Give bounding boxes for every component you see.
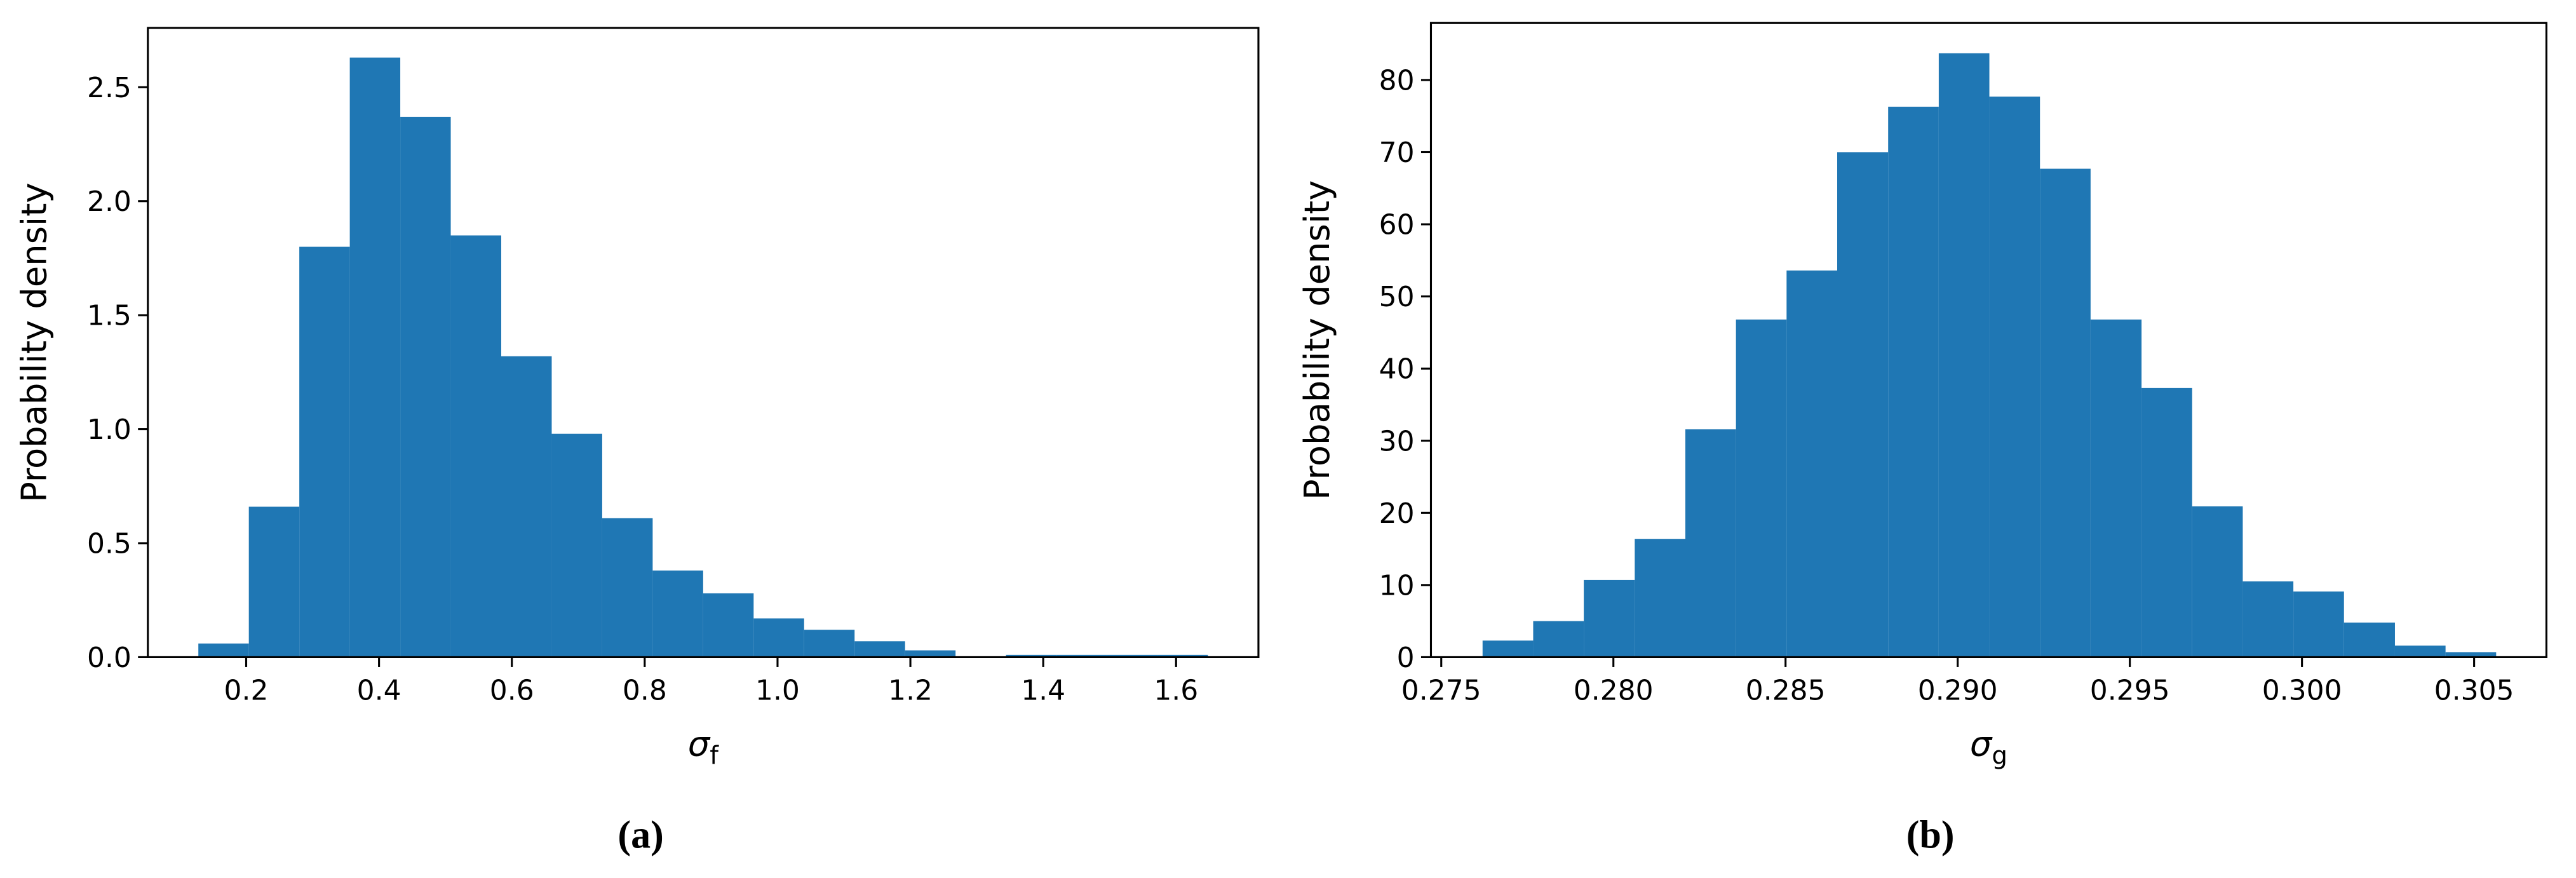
bar: [2394, 645, 2446, 658]
y-axis-label: Probability density: [1297, 180, 1337, 500]
bar: [1482, 640, 1534, 658]
y-tick-label: 2.5: [87, 72, 131, 104]
x-axis-label: σg: [1970, 724, 2007, 771]
x-tick-label: 1.2: [888, 675, 933, 707]
bar: [551, 433, 602, 658]
x-tick-label: 0.275: [1401, 675, 1481, 707]
bar: [1685, 429, 1736, 658]
x-tick-label: 1.6: [1154, 675, 1198, 707]
bar: [299, 247, 350, 658]
bar: [2141, 388, 2192, 658]
bar: [2192, 506, 2243, 658]
bar: [1056, 654, 1107, 658]
bar: [2445, 652, 2497, 658]
y-tick-label: 60: [1379, 209, 1415, 241]
bar: [2343, 622, 2395, 658]
bar: [1533, 621, 1584, 658]
x-tick-label: 0.6: [490, 675, 534, 707]
bar: [1736, 319, 1787, 658]
y-tick-label: 30: [1379, 425, 1415, 457]
bar: [1006, 654, 1057, 658]
caption: (b): [1906, 813, 1955, 856]
bar: [2242, 581, 2294, 658]
bar: [854, 641, 905, 658]
panel: 0.2 0.4 0.6 0.8 1.0 1.2 1.4 1.6 0.0 0.5 1.0 1.5 2.0 2…: [14, 27, 1260, 856]
bar: [2090, 319, 2142, 658]
y-tick-label: 50: [1379, 281, 1415, 313]
y-tick-label: 2.0: [87, 186, 131, 218]
x-tick-label: 0.8: [623, 675, 667, 707]
x-axis-subscript: g: [1992, 742, 2007, 771]
bar: [349, 57, 401, 658]
bar: [450, 235, 502, 658]
y-tick-label: 0.0: [87, 642, 131, 674]
bar: [1837, 152, 1889, 658]
plot-frame: [1429, 22, 2547, 658]
x-axis-symbol: σ: [1970, 724, 1993, 764]
bar: [1989, 97, 2040, 658]
bar: [501, 356, 552, 658]
x-tick-label: 0.280: [1574, 675, 1654, 707]
caption: (a): [617, 813, 663, 856]
plot-frame: [147, 27, 1260, 658]
x-tick-label: 0.4: [357, 675, 401, 707]
y-tick-label: 0: [1397, 642, 1415, 674]
x-axis-label: σf: [688, 724, 719, 771]
bar: [804, 630, 855, 658]
y-tick-label: 1.0: [87, 414, 131, 446]
bar: [248, 506, 300, 658]
bar: [602, 518, 653, 658]
x-tick-label: 0.290: [1918, 675, 1998, 707]
x-tick-label: 0.2: [224, 675, 269, 707]
x-tick-label: 0.295: [2090, 675, 2170, 707]
bar: [703, 593, 754, 658]
x-axis-subscript: f: [710, 742, 719, 771]
y-tick-label: 20: [1379, 497, 1415, 530]
y-tick-label: 70: [1379, 137, 1415, 169]
bar: [400, 116, 451, 658]
bar: [1635, 539, 1685, 658]
y-axis-label: Probability density: [14, 183, 54, 503]
bar: [2040, 168, 2091, 658]
y-tick-label: 0.5: [87, 528, 131, 560]
y-tick-label: 40: [1379, 353, 1415, 386]
bar: [2293, 591, 2344, 658]
y-tick-label: 80: [1379, 64, 1415, 97]
bar: [1888, 106, 1939, 658]
x-tick-label: 0.285: [1746, 675, 1826, 707]
x-tick-label: 0.305: [2434, 675, 2514, 707]
bar: [1786, 270, 1838, 658]
bar: [652, 571, 703, 658]
bar: [905, 650, 956, 658]
x-axis-symbol: σ: [688, 724, 711, 764]
x-tick-label: 0.300: [2262, 675, 2342, 707]
bar: [1107, 654, 1158, 658]
bar: [1157, 654, 1208, 658]
bar: [1584, 579, 1635, 658]
y-tick-label: 10: [1379, 569, 1415, 602]
bar: [1938, 53, 1990, 658]
x-tick-label: 1.0: [755, 675, 800, 707]
bar: [198, 643, 249, 658]
x-tick-label: 1.4: [1021, 675, 1065, 707]
panel: 0.275 0.280 0.285 0.290 0.295 0.300 0.305 0 10 20…: [1297, 22, 2547, 856]
bar: [753, 618, 804, 658]
y-tick-label: 1.5: [87, 300, 131, 332]
